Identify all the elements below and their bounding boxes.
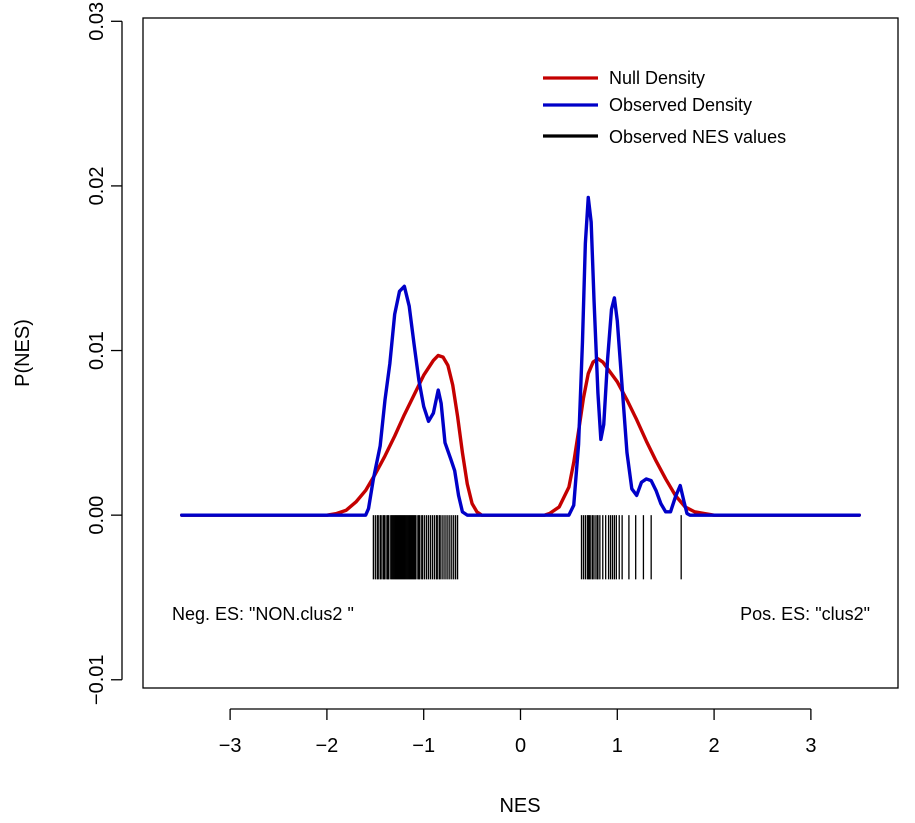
rug-layer: [372, 515, 682, 580]
y-tick-label: 0.03: [86, 2, 108, 41]
legend-label-observed-density: Observed Density: [609, 95, 752, 115]
legend: Null Density Observed Density Observed N…: [543, 68, 786, 147]
y-tick-label: 0.01: [86, 331, 108, 370]
annotation-pos-es: Pos. ES: "clus2": [740, 604, 870, 624]
x-axis: −3 −2 −1 0 1 2 3: [219, 708, 816, 757]
y-tick-label: 0.02: [86, 166, 108, 205]
plot-frame: [142, 17, 899, 689]
x-tick-label: 0: [515, 735, 526, 757]
y-axis-label: P(NES): [12, 319, 34, 387]
annotation-neg-es: Neg. ES: "NON.clus2 ": [172, 604, 354, 624]
x-tick-label: −1: [412, 735, 435, 757]
x-tick-label: 2: [709, 735, 720, 757]
x-tick-label: 1: [612, 735, 623, 757]
legend-label-null-density: Null Density: [609, 68, 705, 88]
x-axis-label: NES: [499, 795, 540, 817]
legend-label-observed-nes-values: Observed NES values: [609, 127, 786, 147]
y-tick-label: 0.00: [86, 496, 108, 535]
x-tick-label: 3: [805, 735, 816, 757]
y-axis: −0.01 0.00 0.01 0.02 0.03: [86, 2, 123, 705]
x-tick-label: −3: [219, 735, 242, 757]
series-layer: [180, 195, 861, 517]
x-tick-label: −2: [316, 735, 339, 757]
series-line-observed-density: [180, 195, 861, 517]
y-tick-label: −0.01: [86, 654, 108, 705]
